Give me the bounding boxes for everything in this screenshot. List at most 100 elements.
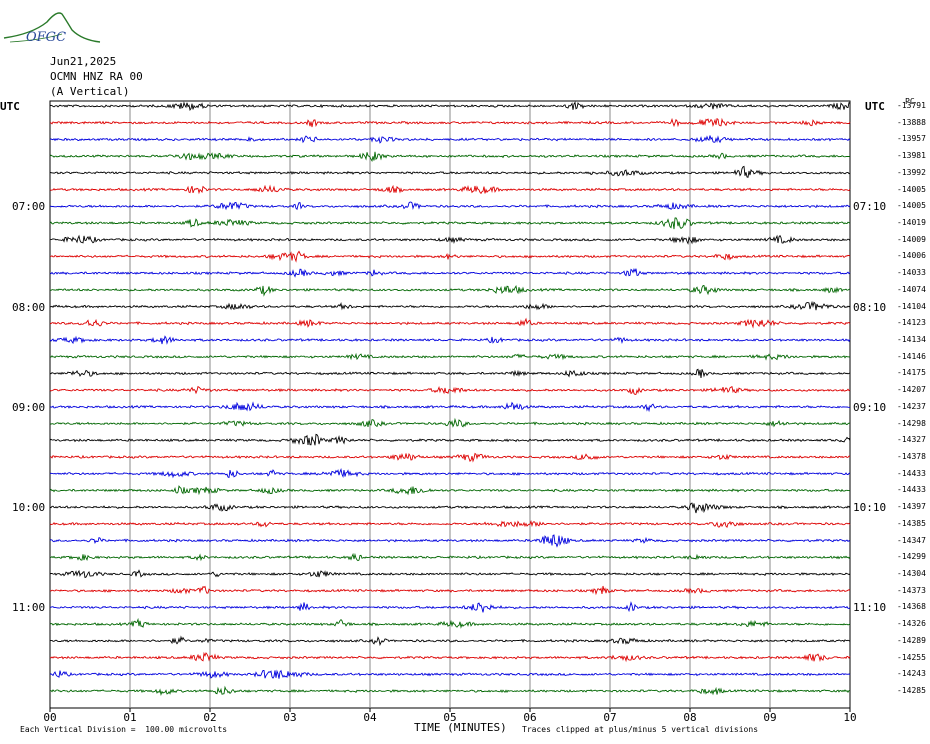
trace-36 [49, 685, 851, 697]
trace-offset-5: -13992 [897, 167, 926, 177]
trace-offset-10: -14006 [897, 251, 926, 261]
trace-22 [49, 452, 851, 463]
trace-offset-26: -14385 [897, 518, 926, 528]
trace-15 [49, 335, 851, 345]
trace-offset-12: -14074 [897, 284, 926, 294]
trace-offset-6: -14005 [897, 184, 926, 194]
trace-offset-20: -14298 [897, 418, 926, 428]
trace-offset-8: -14019 [897, 218, 926, 227]
trace-33 [49, 635, 851, 647]
utc-right-label: UTC [865, 100, 885, 113]
x-tick-label-02: 02 [203, 711, 217, 724]
right-hour-label: 09:10 [853, 400, 887, 414]
left-hour-label: 09:00 [12, 400, 46, 414]
trace-offset-4: -13981 [897, 151, 926, 161]
trace-27 [49, 534, 851, 548]
trace-21 [49, 433, 851, 446]
trace-offset-25: -14397 [897, 502, 926, 512]
trace-offset-22: -14378 [897, 452, 926, 461]
trace-offset-9: -14009 [897, 234, 926, 244]
trace-17 [49, 368, 851, 378]
trace-offset-27: -14347 [897, 535, 926, 545]
trace-31 [49, 601, 851, 613]
trace-offset-24: -14433 [897, 485, 926, 495]
trace-29 [49, 569, 851, 579]
trace-3 [49, 135, 851, 144]
x-tick-label-03: 03 [283, 711, 297, 724]
left-hour-label: 10:00 [12, 501, 46, 515]
clip-note: Traces clipped at plus/minus 5 vertical … [522, 725, 759, 734]
scale-note: Each Vertical Division = 100.00 microvol… [20, 725, 228, 734]
trace-20 [49, 417, 851, 428]
trace-offset-15: -14134 [897, 335, 926, 344]
trace-offset-13: -14104 [897, 301, 926, 311]
x-tick-label-01: 01 [123, 711, 137, 724]
trace-34 [49, 651, 851, 663]
x-tick-label-09: 09 [763, 711, 777, 724]
x-tick-label-10: 10 [843, 711, 857, 724]
trace-26 [49, 519, 851, 529]
trace-18 [49, 385, 851, 395]
trace-19 [49, 401, 851, 413]
x-tick-label-05: 05 [443, 711, 457, 724]
logo-text: OFGC [26, 30, 66, 45]
trace-offset-7: -14005 [897, 201, 926, 211]
trace-offset-32: -14326 [897, 619, 926, 629]
top-right-unit: PC [905, 97, 915, 106]
station-id: OCMN HNZ RA 00 [50, 70, 143, 83]
observatory-logo-icon: OFGC [3, 12, 101, 45]
trace-offset-18: -14207 [897, 385, 926, 395]
trace-offset-14: -14123 [897, 318, 926, 328]
trace-7 [49, 201, 851, 211]
x-tick-label-08: 08 [683, 711, 697, 724]
trace-offset-36: -14285 [897, 686, 926, 695]
left-hour-label: 11:00 [12, 601, 46, 615]
right-hour-label: 10:10 [853, 501, 887, 515]
x-tick-label-06: 06 [523, 711, 537, 724]
trace-offset-17: -14175 [897, 368, 926, 378]
trace-28 [49, 552, 851, 562]
trace-32 [49, 617, 851, 629]
right-hour-label: 08:10 [853, 300, 887, 314]
trace-23 [49, 468, 851, 479]
trace-offset-21: -14327 [897, 435, 926, 445]
trace-offset-28: -14299 [897, 552, 926, 562]
trace-2 [49, 117, 851, 128]
trace-offset-31: -14368 [897, 602, 926, 612]
trace-offset-19: -14237 [897, 401, 926, 411]
trace-25 [49, 502, 851, 514]
trace-5 [49, 165, 851, 178]
trace-offset-23: -14433 [897, 468, 926, 478]
trace-30 [49, 585, 851, 596]
trace-offset-29: -14304 [897, 569, 926, 578]
right-hour-label: 11:10 [853, 601, 887, 615]
x-tick-label-07: 07 [603, 711, 617, 724]
trace-offset-3: -13957 [897, 134, 926, 144]
component-label: (A Vertical) [50, 85, 130, 98]
x-tick-label-00: 00 [43, 711, 57, 724]
trace-13 [49, 300, 851, 311]
trace-offset-35: -14243 [897, 669, 926, 679]
trace-14 [49, 317, 851, 329]
trace-10 [49, 250, 851, 263]
trace-12 [49, 284, 851, 297]
trace-6 [49, 184, 851, 195]
trace-16 [49, 352, 851, 361]
x-axis-label: TIME (MINUTES) [414, 721, 507, 734]
left-hour-label: 08:00 [12, 300, 46, 314]
x-tick-label-04: 04 [363, 711, 377, 724]
trace-1 [49, 101, 851, 111]
trace-11 [49, 268, 851, 278]
trace-9 [49, 234, 851, 245]
trace-offset-30: -14373 [897, 585, 926, 595]
trace-offset-1: -13791 [897, 101, 926, 110]
trace-4 [49, 151, 851, 162]
trace-8 [49, 217, 851, 230]
trace-offset-11: -14033 [897, 268, 926, 278]
utc-left-label: UTC [0, 100, 20, 113]
trace-offset-34: -14255 [897, 652, 926, 662]
trace-offset-33: -14289 [897, 635, 926, 645]
right-hour-label: 07:10 [853, 200, 887, 214]
trace-24 [49, 485, 851, 496]
